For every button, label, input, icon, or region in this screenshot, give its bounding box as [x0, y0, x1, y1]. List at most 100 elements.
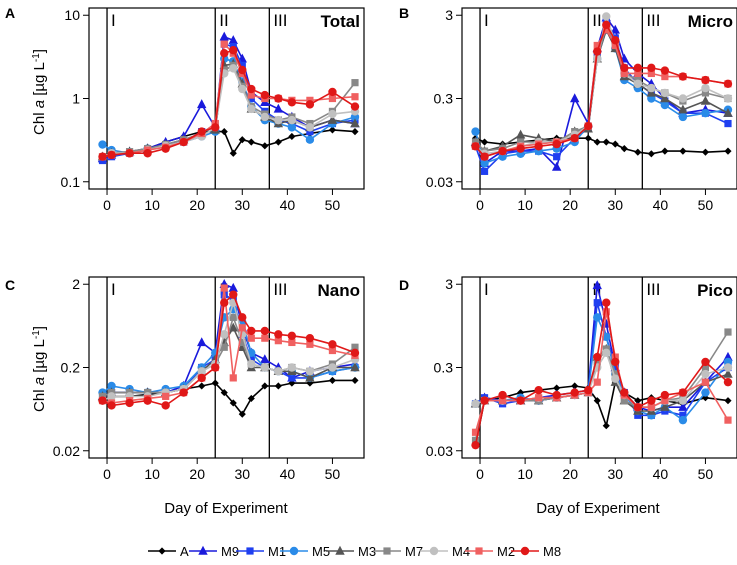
phase-label: III [273, 280, 287, 299]
data-point [498, 397, 507, 405]
x-tick-label: 30 [607, 197, 623, 213]
data-point [161, 401, 170, 410]
data-point [602, 20, 611, 30]
x-tick-label: 10 [517, 197, 533, 213]
x-tick-label: 50 [698, 197, 714, 213]
data-point [220, 330, 229, 339]
data-point [701, 75, 710, 85]
data-point [238, 84, 247, 94]
legend-label: M1 [268, 544, 286, 559]
series-line [474, 29, 729, 152]
data-point [593, 299, 601, 307]
data-point [125, 149, 134, 158]
data-point [620, 388, 629, 397]
legend-item-m8: M8 [511, 544, 561, 559]
data-point [220, 49, 229, 58]
series-line [102, 301, 356, 402]
data-point [593, 47, 602, 56]
data-point [197, 127, 206, 136]
data-point [220, 388, 228, 397]
data-point [471, 142, 480, 151]
data-point [593, 352, 602, 362]
data-point [288, 374, 296, 382]
data-point [238, 338, 246, 347]
data-point [701, 148, 710, 156]
data-point [328, 126, 337, 134]
data-point [351, 376, 359, 384]
data-point [723, 368, 733, 378]
data-point [247, 355, 255, 364]
y-tick-label: 0.03 [426, 443, 453, 459]
data-point [701, 89, 710, 97]
data-point [211, 123, 220, 132]
data-point [724, 119, 732, 128]
series-m8 [98, 46, 360, 161]
legend-marker [429, 546, 439, 556]
data-point [305, 123, 315, 132]
data-point [350, 362, 360, 372]
data-point [647, 150, 655, 158]
legend-item-m7: M7 [373, 544, 423, 559]
data-point [274, 330, 283, 339]
data-point [287, 115, 297, 125]
legend-marker [198, 545, 208, 555]
legend-item-m2: M2 [465, 544, 515, 559]
phase-label: III [646, 280, 660, 299]
data-point [247, 334, 255, 342]
data-point [350, 118, 360, 128]
panel-frame [461, 7, 737, 190]
data-point [238, 136, 246, 144]
series-line [474, 25, 729, 152]
data-point [633, 63, 643, 73]
data-point [220, 298, 229, 307]
data-point [701, 357, 710, 367]
legend-item-m9: M9 [189, 544, 239, 559]
phase-label: I [111, 11, 116, 30]
data-point [305, 333, 315, 343]
x-axis-title-left: Day of Experiment [164, 500, 288, 517]
data-point [98, 140, 107, 149]
panel-title: Nano [318, 281, 361, 300]
series-line [474, 301, 729, 446]
data-point [238, 324, 246, 332]
legend-label: M5 [312, 544, 330, 559]
data-point [229, 149, 237, 157]
data-point [602, 26, 610, 34]
data-point [480, 396, 489, 405]
data-point [611, 374, 620, 383]
data-point [701, 369, 710, 379]
series-line [474, 29, 729, 158]
data-point [620, 63, 629, 73]
data-point [660, 402, 670, 411]
legend-item-m5: M5 [280, 544, 330, 559]
data-point [552, 139, 561, 149]
data-point [260, 363, 270, 372]
data-point [260, 112, 270, 122]
data-point [593, 138, 601, 146]
data-point [553, 153, 561, 161]
data-point [305, 372, 315, 382]
phase-label: II [219, 11, 228, 30]
data-point [328, 87, 337, 97]
data-point [219, 31, 229, 41]
data-point [247, 104, 256, 114]
panel-letter: B [399, 5, 409, 21]
data-point [328, 340, 337, 349]
data-point [287, 98, 297, 107]
data-point [238, 65, 247, 75]
series-m7 [471, 22, 732, 155]
panel-letter: D [399, 277, 409, 293]
legend-label: M2 [497, 544, 515, 559]
data-point [516, 396, 525, 405]
data-point [647, 396, 656, 405]
data-point [593, 313, 602, 322]
data-point [611, 357, 620, 367]
x-tick-label: 30 [234, 197, 250, 213]
data-point [107, 381, 116, 391]
legend-label: M7 [405, 544, 423, 559]
data-point [517, 388, 525, 397]
data-point [611, 363, 619, 372]
panel-frame [88, 7, 365, 190]
